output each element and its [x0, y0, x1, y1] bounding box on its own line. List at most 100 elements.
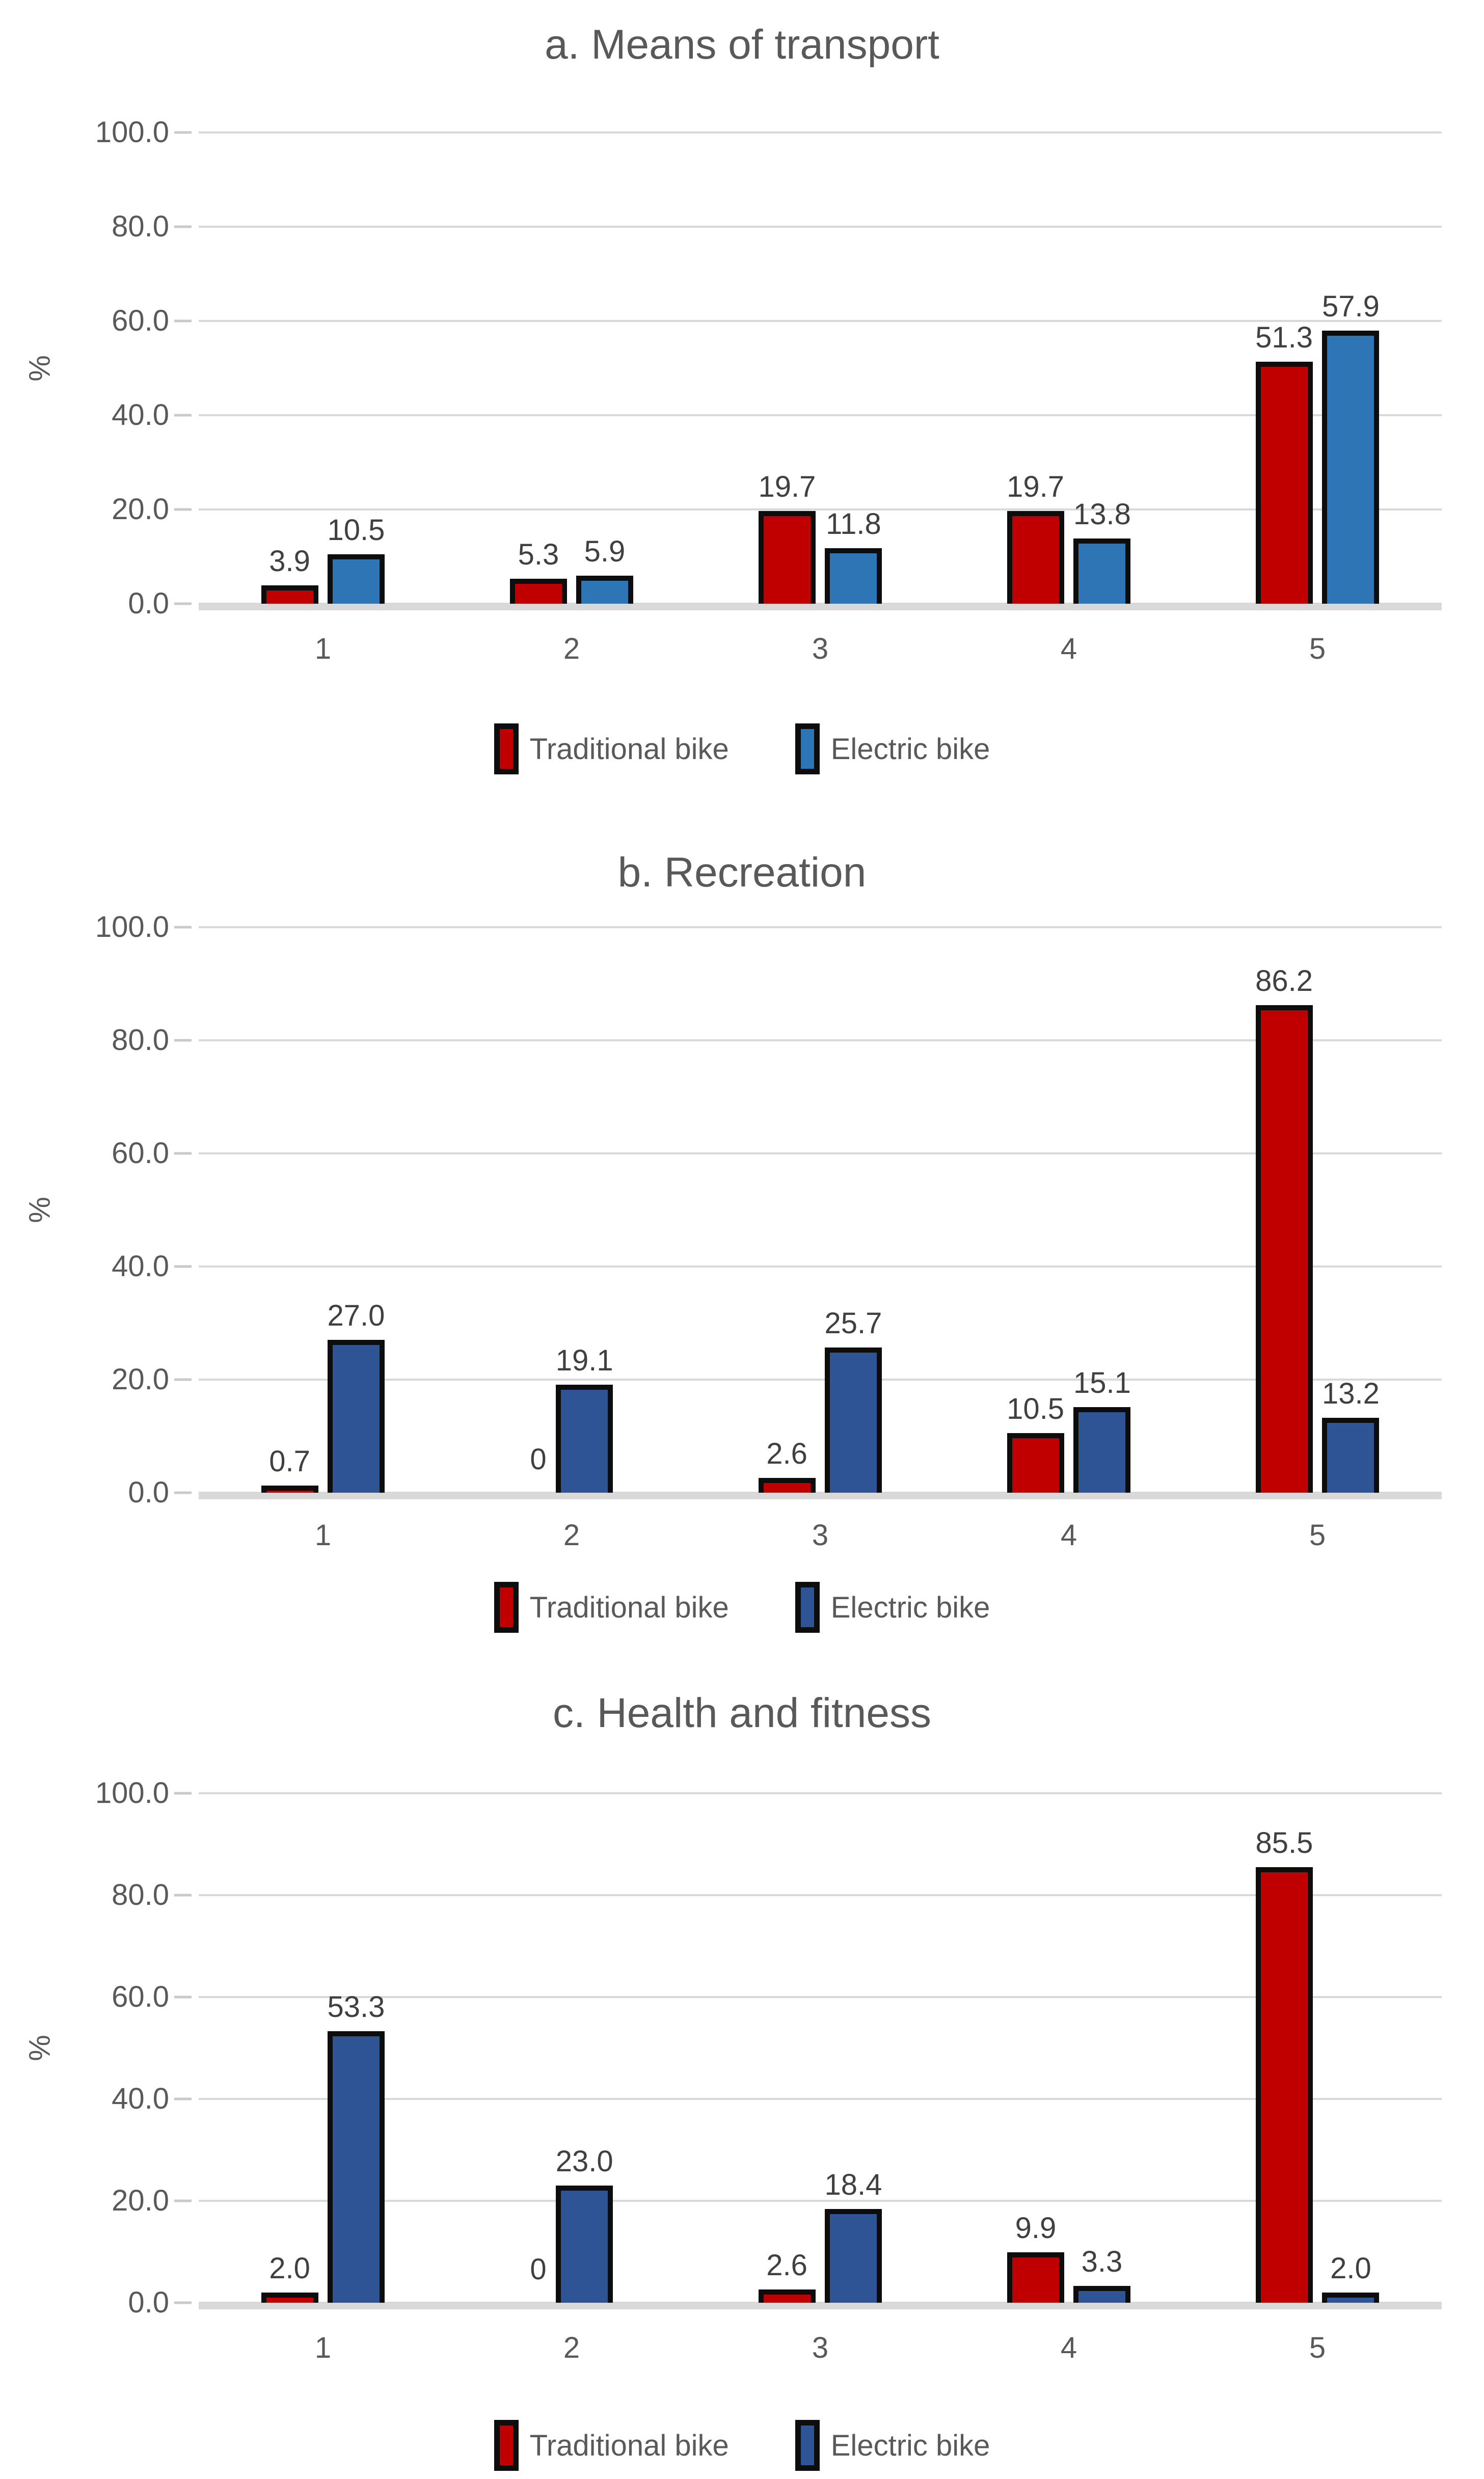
y-axis-tick-label: 80.0 [112, 210, 169, 243]
legend-item-traditional-bike: Traditional bike [494, 723, 729, 774]
y-axis-tick-mark [174, 508, 192, 511]
legend-label: Electric bike [830, 1591, 990, 1624]
x-axis-category-label: 3 [812, 1519, 829, 1552]
plot: % 100.0 80.0 60.0 40.0 20.0 0.0 3.9 10.5 5.3 5.9 1… [23, 118, 1442, 618]
x-axis-category-label: 2 [563, 632, 580, 665]
legend-label: Electric bike [830, 2429, 990, 2462]
gridline [199, 226, 1442, 228]
plot-area: % 100.0 80.0 60.0 40.0 20.0 0.0 2.0 53.3 0 23.0 2.… [23, 1779, 1442, 2318]
legend-label: Electric bike [830, 732, 990, 766]
chart-title: c. Health and fitness [553, 1690, 931, 1736]
gridline [199, 1894, 1442, 1896]
bar-column-traditional-bike: 19.7 [1007, 132, 1064, 604]
bar-value-label: 11.8 [826, 507, 881, 541]
bar-column-electric-bike: 23.0 [556, 1793, 613, 2303]
bar-value-label: 2.6 [766, 2249, 807, 2282]
y-axis-tick-label: 0.0 [128, 587, 169, 620]
category-group-5: 86.2 13.2 [1193, 927, 1442, 1493]
bar-value-label: 13.8 [1073, 498, 1131, 531]
legend-color-swatch-icon [795, 2420, 820, 2471]
bar-traditional-bike [1007, 511, 1064, 604]
y-axis-tick-mark [174, 1152, 192, 1155]
legend-label: Traditional bike [529, 732, 729, 766]
bar-column-traditional-bike: 2.6 [758, 1793, 816, 2303]
bar-value-label: 85.5 [1255, 1826, 1313, 1860]
bar-column-electric-bike: 11.8 [825, 132, 882, 604]
bar-column-electric-bike: 13.2 [1322, 927, 1380, 1493]
y-axis-tick-mark [174, 1792, 192, 1795]
bar-electric-bike [1322, 1418, 1380, 1493]
bar-column-electric-bike: 57.9 [1322, 132, 1380, 604]
x-axis-category-label: 4 [1060, 2331, 1077, 2364]
bar-column-electric-bike: 2.0 [1322, 1793, 1380, 2303]
legend-color-swatch-icon [795, 723, 820, 774]
bar-value-label: 5.9 [584, 535, 626, 568]
bar-traditional-bike [261, 585, 318, 604]
y-axis-tick-label: 20.0 [112, 1363, 169, 1396]
y-axis-tick-label: 60.0 [112, 1137, 169, 1170]
bar-electric-bike [327, 2031, 385, 2303]
bar-column-electric-bike: 18.4 [825, 1793, 882, 2303]
y-axis-tick-mark [174, 2097, 192, 2100]
bar-electric-bike [556, 1385, 613, 1493]
bar-value-label: 86.2 [1255, 964, 1313, 998]
bar-value-label: 19.7 [1007, 470, 1064, 503]
bar-electric-bike [824, 1348, 882, 1493]
bar-traditional-bike [1255, 1005, 1313, 1493]
bar-electric-bike [824, 2209, 882, 2303]
bar-value-label: 19.7 [758, 470, 816, 503]
bar-value-label: 2.0 [1330, 2252, 1371, 2285]
y-axis-tick-label: 40.0 [112, 2082, 169, 2115]
bar-column-traditional-bike: 2.0 [261, 1793, 318, 2303]
gridline [199, 1379, 1442, 1381]
y-axis-unit-label: % [23, 1197, 57, 1223]
x-axis-category-label: 5 [1309, 2331, 1326, 2364]
bar-value-label: 2.0 [269, 2252, 310, 2285]
plot: % 100.0 80.0 60.0 40.0 20.0 0.0 2.0 53.3 0 23.0 2.… [23, 1779, 1442, 2318]
bar-traditional-bike [510, 579, 567, 604]
x-axis-category-label: 1 [314, 1519, 332, 1552]
plot-area: % 100.0 80.0 60.0 40.0 20.0 0.0 3.9 10.5 5.3 5.9 1… [23, 118, 1442, 618]
chart-section-a: a. Means of transport % 100.0 80.0 60.0 40.… [0, 0, 1484, 774]
y-axis-tick-label: 100.0 [95, 910, 169, 944]
y-axis-unit-label: % [23, 355, 57, 382]
category-group-1: 3.9 10.5 [199, 132, 447, 604]
x-axis-category-label: 1 [314, 632, 332, 665]
bar-electric-bike [327, 1340, 385, 1493]
chart-section-b: b. Recreation % 100.0 80.0 60.0 40.0 20.0 0.0… [0, 774, 1484, 1633]
legend-label: Traditional bike [529, 2429, 729, 2462]
legend: Traditional bike Electric bike [0, 723, 1484, 774]
bar-column-traditional-bike: 3.9 [261, 132, 318, 604]
legend-color-swatch-icon [795, 1582, 820, 1633]
bar-value-label: 3.3 [1081, 2245, 1123, 2278]
gridline [199, 1996, 1442, 1998]
y-axis-tick-label: 60.0 [112, 1980, 169, 2013]
bar-electric-bike [556, 2186, 613, 2303]
bar-column-traditional-bike: 10.5 [1007, 927, 1064, 1493]
y-axis-tick-mark [174, 131, 192, 134]
bar-electric-bike [327, 554, 385, 604]
bar-electric-bike [1322, 331, 1380, 604]
bar-traditional-bike [261, 2293, 318, 2303]
y-axis-tick-label: 80.0 [112, 1878, 169, 1911]
gridline [199, 2200, 1442, 2202]
bar-column-electric-bike: 10.5 [328, 132, 385, 604]
plot: % 100.0 80.0 60.0 40.0 20.0 0.0 0.7 27.0 0 19.1 2.… [23, 912, 1442, 1507]
bar-column-electric-bike: 15.1 [1073, 927, 1131, 1493]
legend-item-traditional-bike: Traditional bike [494, 1582, 729, 1633]
y-axis-tick-label: 60.0 [112, 304, 169, 337]
bar-value-label: 57.9 [1322, 290, 1380, 323]
bar-value-label: 10.5 [1007, 1392, 1064, 1425]
category-group-2: 0 23.0 [447, 1793, 696, 2303]
y-axis-tick-mark [174, 602, 192, 605]
gridline [199, 1265, 1442, 1268]
y-axis-tick-label: 0.0 [128, 1476, 169, 1509]
legend-item-electric-bike: Electric bike [795, 1582, 990, 1633]
y-axis-tick-label: 80.0 [112, 1023, 169, 1057]
category-group-2: 5.3 5.9 [447, 132, 696, 604]
bar-value-label: 51.3 [1255, 321, 1313, 354]
chart-section-c: c. Health and fitness % 100.0 80.0 60.0 40.… [0, 1633, 1484, 2471]
category-group-4: 10.5 15.1 [945, 927, 1193, 1493]
bar-column-traditional-bike: 2.6 [758, 927, 816, 1493]
gridline [199, 2098, 1442, 2100]
